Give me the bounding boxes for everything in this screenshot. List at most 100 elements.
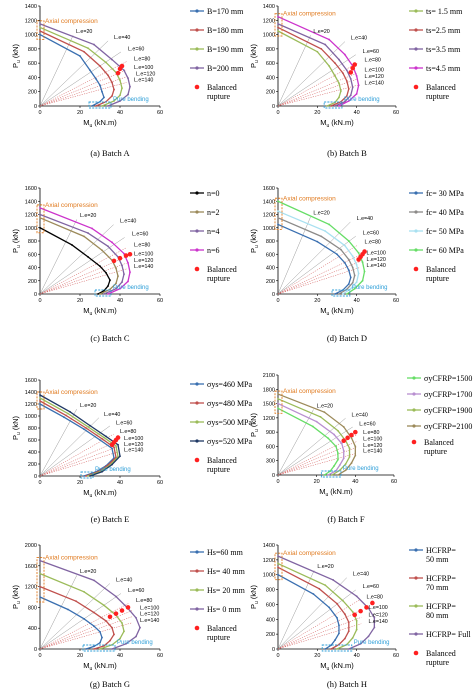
balanced-rupture-point (352, 62, 358, 67)
axial-compression-box (274, 197, 283, 230)
series-point-4 (101, 470, 103, 473)
eccentricity-label: L.e=100 (365, 68, 384, 74)
series-point-2 (334, 62, 336, 65)
pure-bending-label: Pure bending (344, 97, 380, 103)
series-point-2 (345, 80, 348, 82)
series-point-3 (355, 263, 358, 266)
balanced-rupture-point (115, 435, 121, 440)
legend-label: B=200 mm (207, 64, 244, 73)
series-point-2 (83, 235, 85, 238)
legend-swatch-marker (414, 548, 418, 552)
x-axis-label-main: M (83, 661, 89, 670)
y-tick-label: 400 (266, 617, 275, 623)
series-point-4 (135, 616, 137, 619)
x-tick-label: 0 (38, 653, 41, 659)
eccentricity-label: L.e=80 (120, 429, 136, 435)
series-point-3 (123, 273, 125, 276)
series-point-4 (127, 261, 129, 264)
y-tick-label: 0 (272, 104, 275, 110)
legend-balanced-label: rupture (424, 447, 448, 456)
eccentricity-label: L.e=20 (317, 564, 333, 570)
series-point-1 (99, 84, 101, 87)
axial-compression-box (36, 391, 45, 410)
legend-item-3: n=4 (190, 227, 220, 236)
series-point-2 (39, 30, 41, 32)
series-point-4 (323, 411, 326, 414)
x-axis-label-main: M (83, 306, 89, 315)
series-point-3 (87, 232, 89, 234)
legend-item-1: σyCFRP=1500 MPa (407, 374, 474, 383)
series-point-3 (348, 456, 351, 458)
pure-bending-box (321, 644, 353, 652)
series-point-2 (277, 216, 279, 219)
series-point-3 (349, 77, 352, 80)
y-tick-label: 0 (34, 104, 37, 110)
balanced-rupture-point (127, 251, 133, 257)
y-axis-label-unit: (kN) (11, 415, 20, 432)
y-axis-label: Pu (kN) (249, 584, 260, 609)
x-axis-label-unit: (kN.m) (92, 488, 117, 497)
legend-swatch-marker (414, 248, 418, 252)
series-point-2 (330, 105, 332, 107)
series-point-2 (351, 281, 354, 284)
eccentricity-label: L.e=20 (80, 403, 96, 409)
balanced-rupture-point (119, 63, 125, 69)
series-point-1 (87, 256, 89, 258)
eccentricity-label: L.e=60 (128, 588, 144, 594)
series-point-1 (336, 253, 338, 256)
x-axis-label-unit: (kN.m) (92, 306, 117, 315)
series-point-2 (111, 626, 113, 629)
legend-swatch-marker (414, 66, 418, 70)
x-tick-label: 20 (77, 653, 83, 659)
x-tick-label: 60 (393, 298, 399, 304)
legend-swatch-marker (412, 376, 416, 380)
y-tick-label: 800 (28, 605, 37, 611)
y-tick-label: 600 (266, 444, 275, 450)
pure-bending-label: Pure bending (113, 285, 149, 291)
series-line-3 (277, 562, 358, 650)
series-point-2 (113, 88, 115, 91)
chart-panel-3: 0 200 400 600 800 1000 1200 1400 1600 0 20 40 60 Mu (… (11, 186, 237, 343)
x-tick-label: 40 (354, 653, 360, 659)
y-tick-label: 600 (28, 252, 37, 258)
eccentricity-ray (39, 51, 122, 107)
series-line-2 (39, 585, 115, 650)
eccentricity-label: L.e=40 (114, 35, 130, 41)
pure-bending-box (82, 644, 116, 652)
series-point-3 (277, 397, 279, 400)
series-point-2 (333, 433, 335, 436)
series-point-4 (328, 38, 331, 41)
series-point-4 (115, 595, 117, 598)
legend-item-4: n=6 (190, 246, 220, 255)
y-tick-label: 200 (28, 279, 37, 285)
x-tick-label: 0 (276, 298, 279, 304)
legend-swatch-marker (195, 66, 199, 70)
balanced-rupture-point (350, 65, 356, 71)
eccentricity-label: L.e=120 (367, 257, 386, 263)
y-axis-label-sub: u (16, 432, 22, 435)
legend-label: 70 mm (426, 583, 449, 592)
pure-bending-label: Pure bending (117, 640, 153, 646)
series-point-3 (277, 210, 279, 213)
eccentricity-label: L.e=140 (368, 619, 387, 625)
balanced-rupture-point (349, 432, 354, 438)
eccentricity-label: L.e=40 (351, 412, 367, 418)
series-point-1 (316, 240, 319, 243)
legend-balanced-marker (413, 266, 419, 272)
axial-compression-label: Axial compression (283, 550, 336, 557)
eccentricity-ray (39, 575, 78, 650)
eccentricity-label: L.e=140 (134, 264, 153, 270)
series-point-1 (103, 289, 105, 292)
y-tick-label: 600 (266, 252, 275, 258)
eccentricity-ray (39, 40, 109, 107)
legend-item-3: σys=500 MPa (190, 418, 253, 427)
series-line-1 (39, 596, 103, 650)
eccentricity-ray (39, 262, 127, 295)
eccentricity-label: L.e=100 (367, 250, 386, 256)
chart-panel-5: 0 200 400 600 800 1000 1200 1400 1600 0 20 40 60 Mu (… (11, 378, 253, 524)
x-tick-label: 60 (391, 479, 397, 485)
series-point-2 (101, 437, 103, 440)
eccentricity-label: L.e=40 (353, 571, 369, 577)
legend-balanced-marker (413, 650, 419, 656)
